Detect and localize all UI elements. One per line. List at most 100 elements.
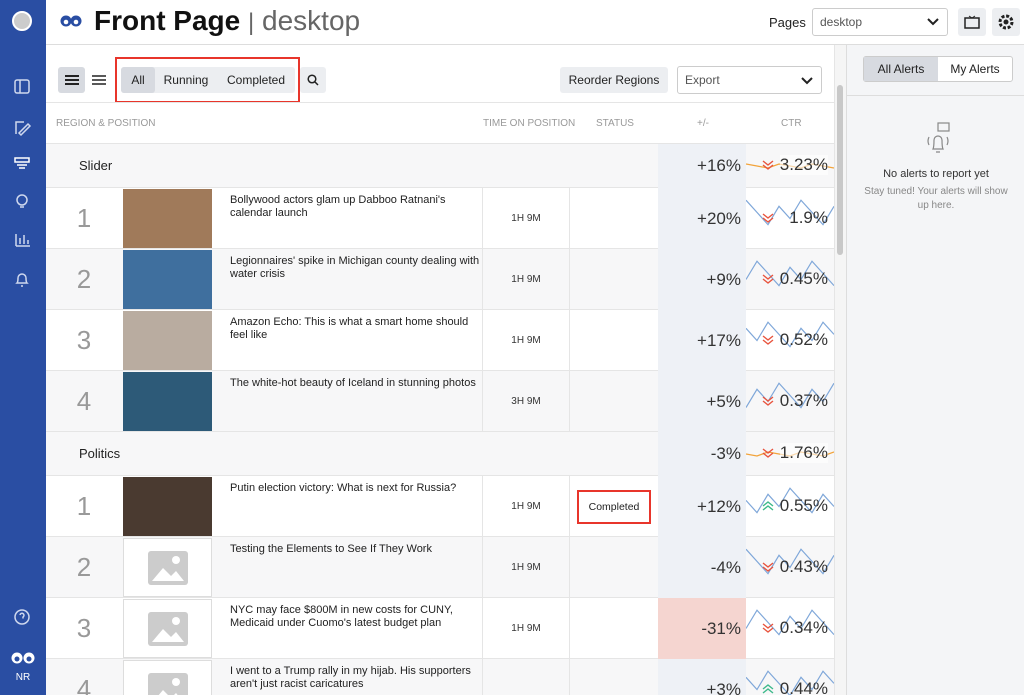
article-row[interactable]: 3 Amazon Echo: This is what a smart home …	[46, 310, 834, 371]
pages-select[interactable]: desktop	[812, 8, 948, 36]
empty-text: Stay tuned! Your alerts will show up her…	[864, 186, 1008, 211]
pages-label: Pages	[769, 15, 806, 30]
article-title: Bollywood actors glam up Dabboo Ratnani'…	[230, 194, 446, 219]
sparkline-path	[746, 487, 834, 514]
search-icon	[307, 74, 319, 86]
regions-table: Slider +16% 3.23% 1 Bollywood actors glam up…	[46, 143, 834, 695]
thumbnail	[123, 189, 212, 248]
pages-select-value: desktop	[820, 15, 863, 29]
reorder-button[interactable]: Reorder Regions	[560, 67, 668, 93]
column-header: TIME ON POSITION	[483, 118, 576, 129]
image-placeholder	[148, 612, 188, 646]
article-title: Putin election victory: What is next for…	[230, 482, 457, 494]
article-ctr: 0.45%	[779, 269, 828, 288]
article-ctr: 1.9%	[789, 208, 828, 227]
ctr-cell: 0.34%	[746, 598, 834, 659]
separator: |	[248, 9, 255, 36]
region-change: -3%	[658, 432, 746, 476]
trend-arrow	[762, 274, 774, 284]
list-icon	[64, 75, 79, 85]
trend-arrow	[762, 501, 774, 511]
bell-icon[interactable]	[13, 270, 33, 290]
arrow-path	[762, 274, 774, 284]
header: Front Page | desktop Pages desktop	[46, 0, 1024, 45]
time-on-position: 1H 9M	[511, 623, 541, 634]
article-ctr: 0.37%	[779, 391, 828, 410]
list-icon	[92, 75, 106, 85]
sparkline	[746, 548, 834, 575]
placeholder-sun	[172, 556, 180, 564]
export-select[interactable]: Export	[677, 66, 822, 94]
position-number: 3	[76, 613, 92, 643]
article-row[interactable]: 2 Legionnaires' spike in Michigan county …	[46, 249, 834, 310]
help-icon[interactable]	[13, 607, 33, 627]
filter-button[interactable]: All	[121, 67, 155, 93]
status-cell	[570, 659, 658, 695]
search-button[interactable]	[300, 67, 326, 93]
view-list[interactable]	[86, 67, 112, 93]
region-ctr: 1.76%	[779, 443, 828, 463]
thumbnail	[123, 599, 212, 658]
ctr-cell: 0.55%	[746, 476, 834, 537]
article-ctr: 0.43%	[779, 557, 828, 576]
article-change: +5%	[658, 371, 746, 432]
article-title: Testing the Elements to See If They Work	[230, 543, 432, 555]
alert-tab[interactable]: All Alerts	[864, 57, 938, 81]
article-row[interactable]: 4 The white-hot beauty of Iceland in stun…	[46, 371, 834, 432]
preview-button[interactable]	[958, 8, 986, 36]
time-cell: 1H 9M	[482, 310, 570, 371]
settings-button[interactable]	[992, 8, 1020, 36]
status-cell	[570, 371, 658, 432]
article-change: +9%	[658, 249, 746, 310]
sparkline-path	[746, 260, 834, 287]
arrow-path	[762, 213, 774, 223]
empty-title: No alerts to report yet	[883, 168, 989, 180]
scroll-thumb[interactable]	[837, 85, 843, 255]
nav-icons[interactable]	[13, 78, 33, 258]
article-change: -31%	[658, 598, 746, 659]
trend-arrow	[762, 448, 774, 458]
region-change: +16%	[658, 144, 746, 188]
status-cell: Completed	[570, 476, 658, 537]
time-cell: 1H 9M	[482, 249, 570, 310]
position-number: 3	[76, 325, 92, 355]
article-row[interactable]: 1 Putin election victory: What is next fo…	[46, 476, 834, 537]
position-number: 1	[76, 203, 92, 233]
avatar[interactable]	[12, 11, 32, 31]
trend-arrow	[762, 160, 774, 170]
status-cell	[570, 537, 658, 598]
arrow-path	[762, 562, 774, 572]
sparkline	[746, 199, 834, 226]
chevron	[801, 77, 813, 85]
article-row[interactable]: 3 NYC may face $800M in new costs for CUN…	[46, 598, 834, 659]
scrollbar	[834, 45, 846, 695]
thumbnail	[123, 538, 212, 597]
ctr-cell: 0.43%	[746, 537, 834, 598]
chevron	[927, 18, 939, 26]
filter-button[interactable]: Running	[163, 73, 209, 87]
view-list-dense[interactable]	[58, 67, 85, 93]
region-name: Slider	[79, 158, 113, 173]
arrow-path	[762, 448, 774, 458]
thumbnail	[123, 372, 212, 431]
ctr-cell: 0.37%	[746, 371, 834, 432]
logo-icon	[11, 652, 35, 664]
position-number: 2	[76, 552, 92, 582]
article-row[interactable]: 4 I went to a Trump rally in my hijab. Hi…	[46, 659, 834, 695]
article-change: +3%	[658, 659, 746, 695]
filter-button[interactable]: Completed	[226, 73, 286, 87]
article-row[interactable]: 1 Bollywood actors glam up Dabboo Ratnani…	[46, 188, 834, 249]
image-placeholder	[148, 673, 188, 695]
ctr-cell: 0.52%	[746, 310, 834, 371]
brand-logo	[60, 15, 82, 27]
region-row: Politics -3% 1.76%	[46, 432, 834, 476]
time-on-position: 1H 9M	[511, 501, 541, 512]
article-row[interactable]: 2 Testing the Elements to See If They Wor…	[46, 537, 834, 598]
alert-icon	[927, 122, 950, 153]
status-badge: Completed	[576, 489, 652, 524]
article-ctr: 0.55%	[779, 496, 828, 515]
alert-tab[interactable]: My Alerts	[950, 62, 1000, 76]
sparkline	[746, 382, 834, 409]
region-row: Slider +16% 3.23%	[46, 144, 834, 188]
